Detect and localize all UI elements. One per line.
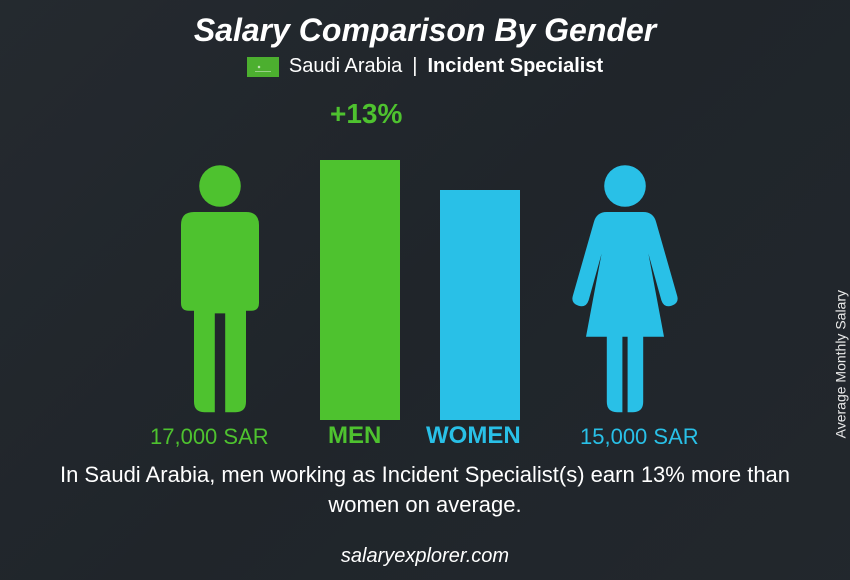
male-icon (155, 160, 285, 420)
chart-area: +13% MEN WOMEN 17,000 SAR 15,000 SAR (0, 90, 850, 450)
women-bar (440, 190, 520, 420)
caption-text: In Saudi Arabia, men working as Incident… (0, 460, 850, 519)
subtitle-row: Saudi Arabia | Incident Specialist (0, 55, 850, 78)
flag-icon (247, 57, 279, 77)
women-bar-label: WOMEN (426, 422, 521, 450)
footer-source: salaryexplorer.com (0, 545, 850, 568)
pct-diff-label: +13% (330, 98, 402, 130)
y-axis-label: Average Monthly Salary (832, 290, 848, 438)
women-salary-label: 15,000 SAR (580, 424, 699, 450)
page-title: Salary Comparison By Gender (0, 12, 850, 49)
men-salary-label: 17,000 SAR (150, 424, 269, 450)
header: Salary Comparison By Gender Saudi Arabia… (0, 0, 850, 78)
job-title: Incident Specialist (428, 55, 604, 78)
men-bar (320, 160, 400, 420)
female-icon (560, 160, 690, 420)
men-bar-label: MEN (328, 422, 381, 450)
separator: | (412, 55, 417, 78)
country-label: Saudi Arabia (289, 55, 402, 78)
